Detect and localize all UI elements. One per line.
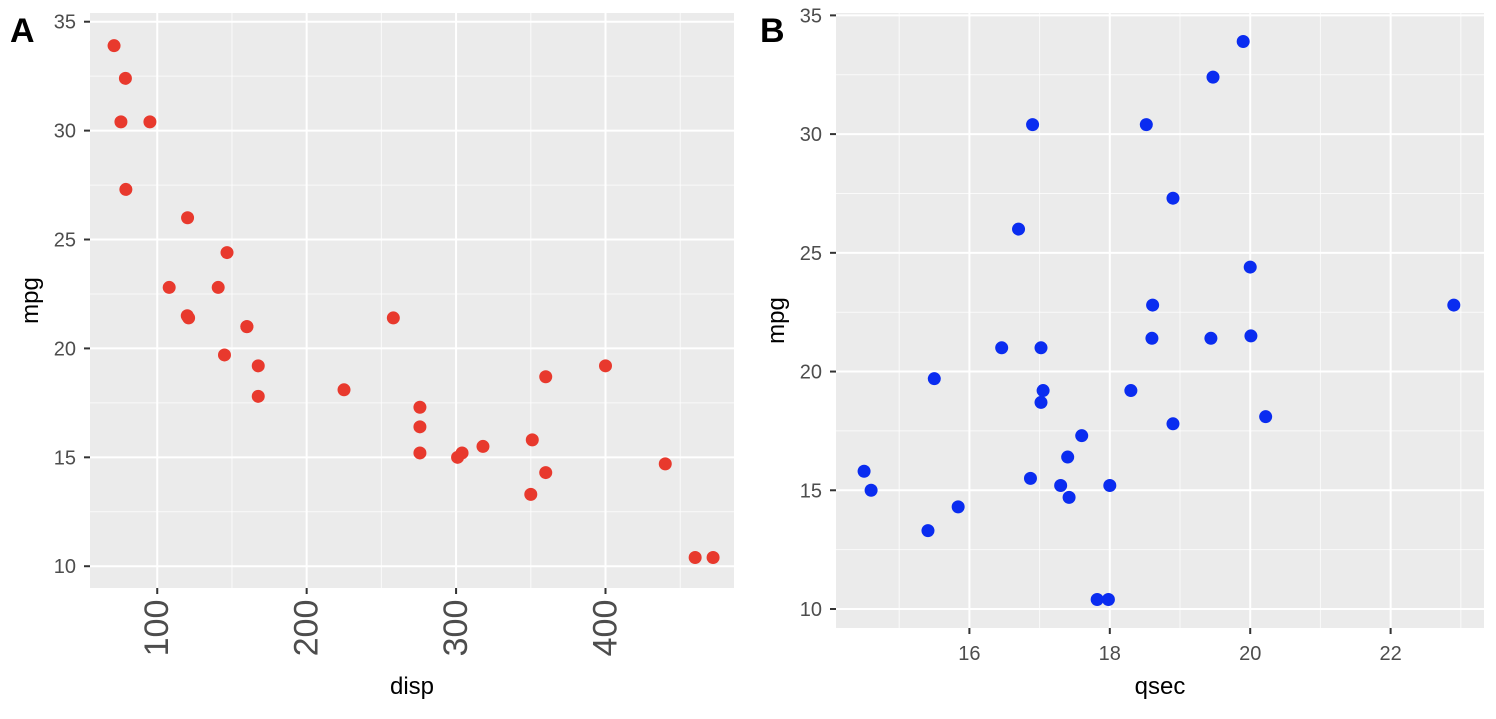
panel-a-y-tick-label: 10 — [54, 556, 76, 578]
panel-a-point — [598, 359, 612, 373]
panel-b-point — [1236, 34, 1250, 48]
panel-b-point — [1447, 298, 1461, 312]
panel-b-y-tick-label: 20 — [800, 362, 822, 384]
panel-b-point — [1034, 341, 1048, 355]
panel-b-point — [951, 500, 965, 514]
panel-a-point — [220, 246, 234, 260]
panel-b-point — [857, 464, 871, 478]
panel-a-point — [162, 280, 176, 294]
panel-a-point — [337, 383, 351, 397]
panel-b-point — [1145, 331, 1159, 345]
panel-b-point — [1023, 471, 1037, 485]
panel-b-y-axis-title: mpg — [763, 297, 790, 344]
panel-a-point — [119, 182, 133, 196]
panel-b-point — [864, 483, 878, 497]
panel-b-point — [927, 372, 941, 386]
panel-a-x-tick-label: 100 — [138, 600, 176, 657]
panel-b-x-tick-label: 16 — [958, 643, 980, 665]
panel-b-point — [1166, 417, 1180, 431]
panel-a-point — [524, 487, 538, 501]
panel-b-x-tick-label: 18 — [1099, 643, 1121, 665]
panel-b-point — [1090, 593, 1104, 607]
panel-b-y-tick-label: 25 — [800, 243, 822, 265]
panel-a-y-tick-label: 20 — [54, 338, 76, 360]
panel-a-background — [90, 13, 734, 588]
panel-b-point — [1026, 118, 1040, 132]
panel-a-point — [182, 311, 196, 325]
panel-b-point — [1103, 479, 1117, 493]
panel-b-x-tick-label: 22 — [1380, 643, 1402, 665]
panel-b-point — [1012, 222, 1026, 236]
panel-a-plot: 100 200 300 400 10 15 20 25 30 35 disp mpg — [17, 12, 734, 700]
panel-a-point — [525, 433, 539, 447]
panel-b-point — [1054, 479, 1068, 493]
panel-b-point — [1124, 384, 1138, 398]
panel-b-y-tick-label: 30 — [800, 124, 822, 146]
panel-a-point — [211, 280, 225, 294]
panel-b-point — [1061, 450, 1075, 464]
panel-b-point — [1166, 191, 1180, 205]
panel-a-y-tick-label: 35 — [54, 12, 76, 34]
panel-b-point — [995, 341, 1009, 355]
panel-b-y-tick-label: 10 — [800, 599, 822, 621]
panel-b-point — [1244, 329, 1258, 343]
panel-a-point — [118, 71, 132, 85]
panel-a-point — [451, 450, 465, 464]
panel-a-x-tick-label: 200 — [288, 600, 326, 657]
panel-a-y-tick-label: 30 — [54, 121, 76, 143]
panel-a-tag: A — [10, 12, 35, 50]
panel-a-point — [240, 320, 254, 334]
panel-a-point — [251, 389, 265, 403]
panel-b-point — [1146, 298, 1160, 312]
panel-a-y-tick-label: 25 — [54, 230, 76, 252]
panel-a-point — [539, 466, 553, 480]
panel-b-point — [1101, 593, 1115, 607]
panel-a-point — [413, 446, 427, 460]
panel-b-point — [1036, 384, 1050, 398]
panel-b-point — [1259, 410, 1273, 424]
panel-a-x-tick-label: 400 — [586, 600, 624, 657]
panel-b-point — [921, 524, 935, 538]
panel-b-y-tick-label: 15 — [800, 480, 822, 502]
panel-a-x-axis-title: disp — [390, 673, 434, 700]
panel-b-plot: 16 18 20 22 10 15 20 25 30 35 qsec mpg — [763, 5, 1484, 700]
panel-b-x-axis-title: qsec — [1135, 673, 1186, 700]
panel-a-point — [386, 311, 400, 325]
panel-a-point — [476, 439, 490, 453]
panel-a-point — [114, 115, 128, 129]
panel-b-tag: B — [760, 12, 785, 50]
panel-a-point — [413, 420, 427, 434]
panel-a-point — [688, 551, 702, 565]
panel-a-point — [251, 359, 265, 373]
panel-b-background — [836, 13, 1484, 628]
panel-a-point — [107, 39, 121, 53]
panel-a-y-axis-title: mpg — [17, 277, 44, 324]
panel-a-point — [539, 370, 553, 384]
panel-a-point — [706, 551, 720, 565]
panel-a-x-tick-label: 300 — [437, 600, 475, 657]
panel-b-point — [1204, 331, 1218, 345]
panel-b-x-tick-label: 20 — [1239, 643, 1261, 665]
panel-a-point — [413, 400, 427, 414]
panel-a-point — [658, 457, 672, 471]
panel-b-point — [1034, 395, 1048, 409]
panel-b-point — [1243, 260, 1257, 274]
panel-a-point — [217, 348, 231, 362]
panel-b-point — [1062, 490, 1076, 504]
panel-b-point — [1075, 429, 1089, 443]
panel-b-point — [1139, 118, 1153, 132]
panel-a-point — [143, 115, 157, 129]
panel-b-point — [1206, 70, 1220, 84]
panel-a-y-tick-label: 15 — [54, 447, 76, 469]
panel-b-y-tick-label: 35 — [800, 5, 822, 27]
panel-a-point — [181, 211, 195, 225]
